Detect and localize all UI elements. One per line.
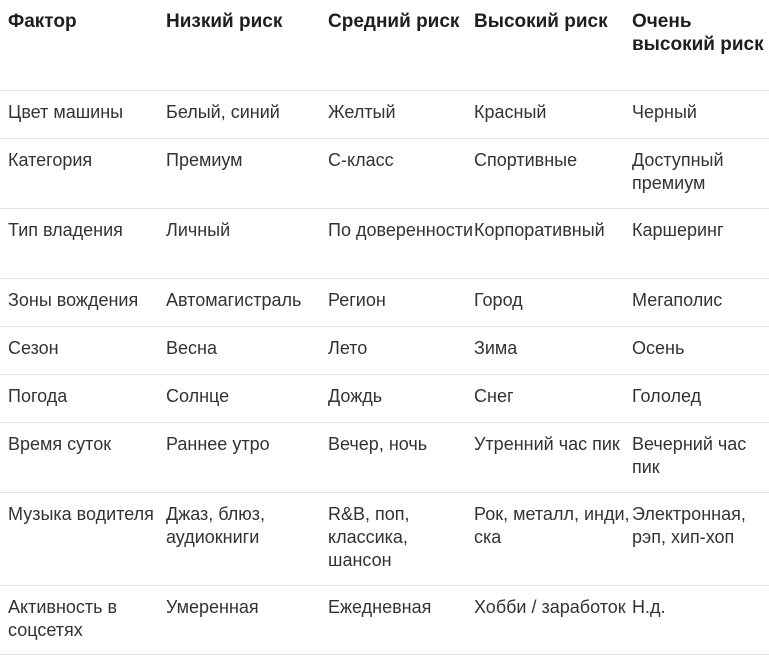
factor-cell: Зоны вождения: [8, 290, 139, 310]
risk-cell: Доступный премиум: [632, 150, 724, 193]
risk-cell: Гололед: [632, 386, 702, 406]
factor-cell: Активность в соцсетях: [8, 597, 118, 640]
risk-cell: Солнце: [166, 386, 230, 406]
risk-cell: Черный: [632, 102, 697, 122]
table-row: Категория Премиум С-класс Спортивные Доступн…: [0, 138, 769, 209]
risk-cell: Рок, металл, инди, ска: [474, 504, 630, 547]
risk-cell: Мегаполис: [632, 290, 723, 310]
risk-cell: Белый, синий: [166, 102, 280, 122]
factor-cell: Цвет машины: [8, 102, 124, 122]
risk-cell: R&B, поп, классика, шансон: [328, 504, 410, 570]
risk-cell: Дождь: [328, 386, 383, 406]
risk-cell: Ежедневная: [328, 597, 432, 617]
risk-cell: Джаз, блюз, аудиокниги: [166, 504, 266, 547]
table-row: Цвет машины Белый, синий Желтый Красный Черн…: [0, 90, 769, 139]
risk-cell: По доверенности: [328, 220, 474, 240]
risk-cell: Город: [474, 290, 523, 310]
risk-cell: Спортивные: [474, 150, 578, 170]
table-row: Погода Солнце Дождь Снег Гололед: [0, 374, 769, 423]
risk-cell: Осень: [632, 338, 685, 358]
risk-cell: Весна: [166, 338, 217, 358]
table-row: Музыка водителя Джаз, блюз, аудиокниги R&B…: [0, 492, 769, 586]
header-factor: Фактор: [8, 11, 77, 32]
table-row: Активность в соцсетях Умеренная Ежедневная…: [0, 585, 769, 655]
factor-cell: Погода: [8, 386, 68, 406]
header-very-high-risk: Очень высокий риск: [632, 11, 764, 55]
header-high-risk: Высокий риск: [474, 11, 608, 32]
risk-cell: Премиум: [166, 150, 243, 170]
table-row: Зоны вождения Автомагистраль Регион Город Ме…: [0, 278, 769, 327]
risk-cell: С-класс: [328, 150, 394, 170]
risk-cell: Лето: [328, 338, 368, 358]
factor-cell: Категория: [8, 150, 93, 170]
risk-cell: Желтый: [328, 102, 396, 122]
risk-cell: Утренний час пик: [474, 434, 620, 454]
risk-cell: Автомагистраль: [166, 290, 302, 310]
risk-cell: Раннее утро: [166, 434, 270, 454]
risk-cell: Электронная, рэп, хип-хоп: [632, 504, 746, 547]
risk-cell: Вечер, ночь: [328, 434, 428, 454]
table-row: Сезон Весна Лето Зима Осень: [0, 326, 769, 375]
risk-cell: Умеренная: [166, 597, 259, 617]
risk-cell: Зима: [474, 338, 518, 358]
table-row: Тип владения Личный По доверенности Корпора…: [0, 208, 769, 279]
table-row: Время суток Раннее утро Вечер, ночь Утренни…: [0, 422, 769, 493]
factor-cell: Время суток: [8, 434, 112, 454]
header-low-risk: Низкий риск: [166, 11, 283, 32]
risk-cell: Каршеринг: [632, 220, 724, 240]
table-header-row: Фактор Низкий риск Средний риск Высокий …: [0, 0, 769, 91]
risk-cell: Снег: [474, 386, 514, 406]
risk-cell: Вечерний час пик: [632, 434, 747, 477]
risk-cell: Н.д.: [632, 597, 666, 617]
risk-cell: Личный: [166, 220, 231, 240]
risk-cell: Хобби / заработок: [474, 597, 626, 617]
risk-cell: Красный: [474, 102, 547, 122]
factor-cell: Тип владения: [8, 220, 123, 240]
risk-cell: Регион: [328, 290, 386, 310]
risk-cell: Корпоративный: [474, 220, 605, 240]
factor-cell: Музыка водителя: [8, 504, 154, 524]
factor-cell: Сезон: [8, 338, 59, 358]
header-medium-risk: Средний риск: [328, 11, 460, 32]
